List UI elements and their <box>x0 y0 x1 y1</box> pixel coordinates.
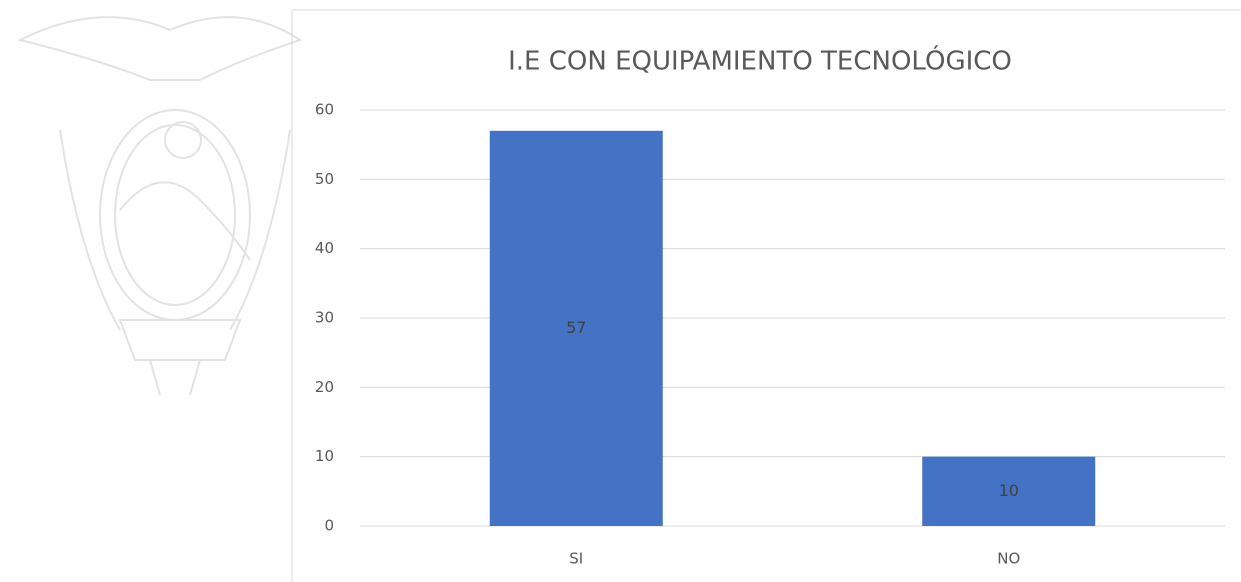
watermark-emblem <box>17 16 303 396</box>
y-tick-label: 60 <box>315 101 334 119</box>
bar <box>489 130 663 527</box>
y-tick-label: 40 <box>315 239 334 257</box>
y-tick-label: 20 <box>315 378 334 396</box>
y-tick-label: 0 <box>324 517 334 535</box>
data-label: 57 <box>566 318 586 337</box>
y-tick-label: 10 <box>315 447 334 465</box>
bar <box>922 456 1096 526</box>
x-tick-label: NO <box>997 550 1020 568</box>
data-label: 10 <box>999 481 1019 500</box>
x-tick-label: SI <box>569 550 583 568</box>
chart-title: I.E CON EQUIPAMIENTO TECNOLÓGICO <box>508 45 1012 77</box>
y-tick-label: 30 <box>315 309 334 327</box>
y-tick-label: 50 <box>315 170 334 188</box>
